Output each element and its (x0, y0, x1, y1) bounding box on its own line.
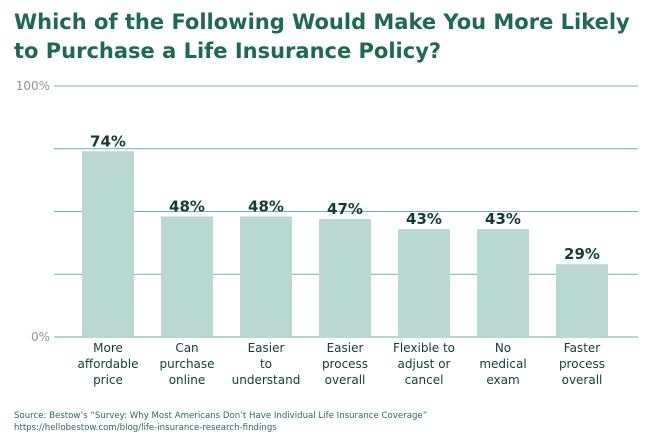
category-label: cancel (405, 373, 444, 387)
category-label: Flexible to (393, 341, 455, 355)
category-label: Easier (327, 341, 364, 355)
category-label: understand (232, 373, 301, 387)
category-labels: More affordable price Can purchase online Easi… (78, 341, 606, 387)
data-labels: 74% 48% 48% 47% 43% 43% 29% (90, 132, 600, 263)
bar (240, 216, 292, 337)
data-label: 43% (485, 210, 521, 228)
category-label: Easier (248, 341, 285, 355)
source-citation: Source: Bestow’s “Survey: Why Most Ameri… (14, 411, 428, 421)
bar (319, 219, 371, 337)
category-label: adjust or (398, 357, 451, 371)
category-label: overall (562, 373, 603, 387)
bar (82, 151, 134, 337)
category-label: to (260, 357, 272, 371)
data-label: 48% (169, 198, 205, 216)
category-label: No (495, 341, 511, 355)
bars (82, 151, 608, 337)
category-label: price (93, 373, 123, 387)
source-note: Source: Bestow’s “Survey: Why Most Ameri… (14, 410, 427, 434)
category-label: More (93, 341, 123, 355)
category-label: Can (175, 341, 198, 355)
data-label: 43% (406, 210, 442, 228)
category-label: online (169, 373, 206, 387)
y-tick-label-0: 0% (31, 330, 50, 344)
category-label: process (559, 357, 605, 371)
category-label: Faster (564, 341, 600, 355)
category-label: affordable (78, 357, 139, 371)
category-label: overall (325, 373, 366, 387)
data-label: 47% (327, 200, 363, 218)
data-label: 74% (90, 132, 126, 150)
data-label: 29% (564, 245, 600, 263)
data-label: 48% (248, 198, 284, 216)
bar (556, 264, 608, 337)
bar (477, 229, 529, 337)
category-label: medical (479, 357, 526, 371)
source-url: https://hellobestow.com/blog/life-insura… (14, 423, 277, 433)
chart-title: Which of the Following Would Make You Mo… (14, 10, 630, 63)
bar-chart: 100% 0% 74% 48% 48% 47% 43% 43% 29% More afford… (16, 79, 638, 387)
bar (161, 216, 213, 337)
category-label: exam (486, 373, 519, 387)
y-tick-label-100: 100% (16, 79, 50, 93)
category-label: process (322, 357, 368, 371)
bar (398, 229, 450, 337)
category-label: purchase (159, 357, 214, 371)
